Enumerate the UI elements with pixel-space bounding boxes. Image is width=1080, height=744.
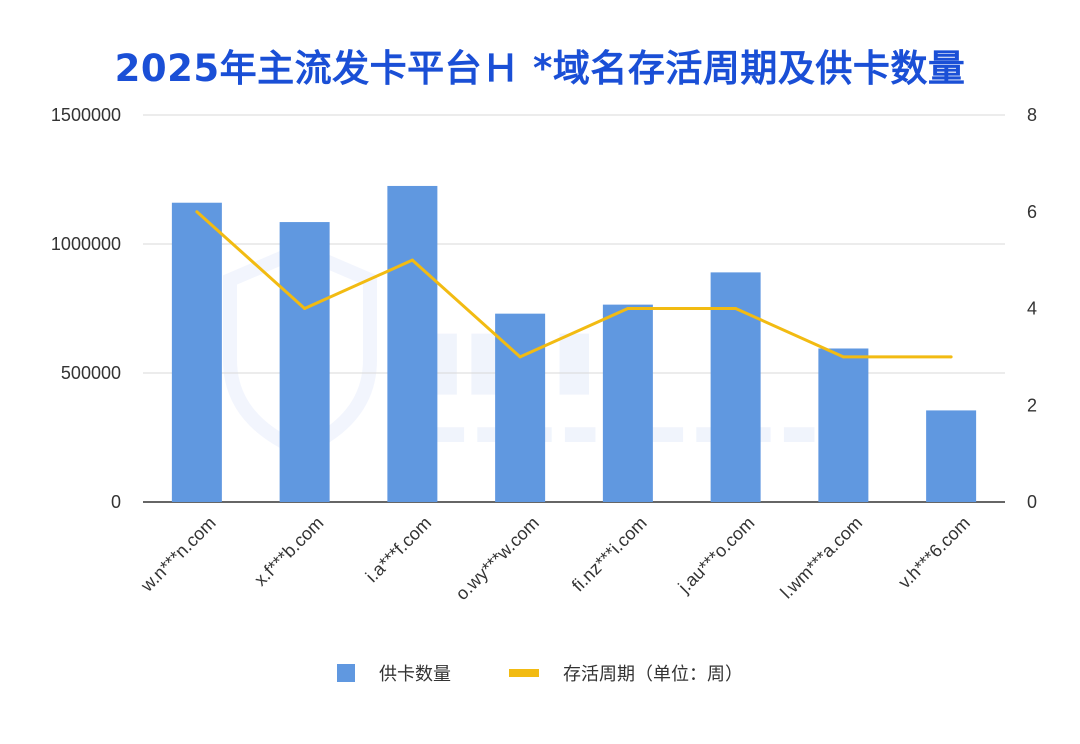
y-axis-right: 0 2 4 6 8 xyxy=(1027,105,1037,512)
bar xyxy=(926,410,977,502)
x-tick-label: x.f***b.com xyxy=(250,513,327,590)
legend-label-line: 存活周期（单位：周） xyxy=(563,664,743,685)
line-point xyxy=(949,355,953,359)
line-point xyxy=(303,307,307,310)
y-axis-left: 0 500000 1000000 1500000 xyxy=(51,105,121,512)
legend-swatch-line xyxy=(509,669,539,677)
x-tick-label: v.h***6.com xyxy=(894,513,974,593)
line-point xyxy=(410,258,414,262)
series-line xyxy=(195,210,952,359)
y-left-tick-label: 1500000 xyxy=(51,105,121,125)
y-left-tick-label: 1000000 xyxy=(51,234,121,254)
bar xyxy=(279,222,330,502)
y-right-tick-label: 2 xyxy=(1027,395,1037,415)
line-series xyxy=(195,210,953,359)
x-tick-label: j.au***o.com xyxy=(674,513,759,598)
x-tick-label: o.wy***w.com xyxy=(452,513,543,604)
legend-swatch-bar xyxy=(337,664,355,682)
legend-label-bar: 供卡数量 xyxy=(379,664,451,685)
x-tick-label: i.a***f.com xyxy=(362,513,436,587)
y-left-tick-label: 0 xyxy=(111,492,121,512)
y-right-tick-label: 6 xyxy=(1027,202,1037,222)
y-right-tick-label: 4 xyxy=(1027,299,1037,319)
line-point xyxy=(626,307,630,310)
x-tick-label: fi.nz***i.com xyxy=(568,513,651,596)
y-right-tick-label: 0 xyxy=(1027,492,1037,512)
bar xyxy=(171,202,222,502)
x-axis: w.n***n.com x.f***b.com i.a***f.com o.wy***… xyxy=(136,513,974,604)
bar-series xyxy=(171,185,977,502)
legend: 供卡数量 存活周期（单位：周） xyxy=(0,660,1080,686)
bar xyxy=(710,272,761,502)
y-left-tick-label: 500000 xyxy=(61,363,121,383)
line-point xyxy=(195,210,199,214)
legend-item-bar[interactable]: 供卡数量 xyxy=(337,660,451,686)
bar xyxy=(495,313,546,502)
bar xyxy=(818,348,869,502)
line-point xyxy=(518,355,522,359)
chart-title: 2025年主流发卡平台Ｈ *域名存活周期及供卡数量 xyxy=(114,47,966,90)
bar xyxy=(602,304,653,502)
x-tick-label: w.n***n.com xyxy=(136,513,219,596)
line-point xyxy=(734,307,738,310)
line-point xyxy=(841,355,845,359)
legend-item-line[interactable]: 存活周期（单位：周） xyxy=(509,660,743,686)
x-tick-label: l.wm***a.com xyxy=(776,513,866,603)
y-right-tick-label: 8 xyxy=(1027,105,1037,125)
bar xyxy=(387,185,438,502)
